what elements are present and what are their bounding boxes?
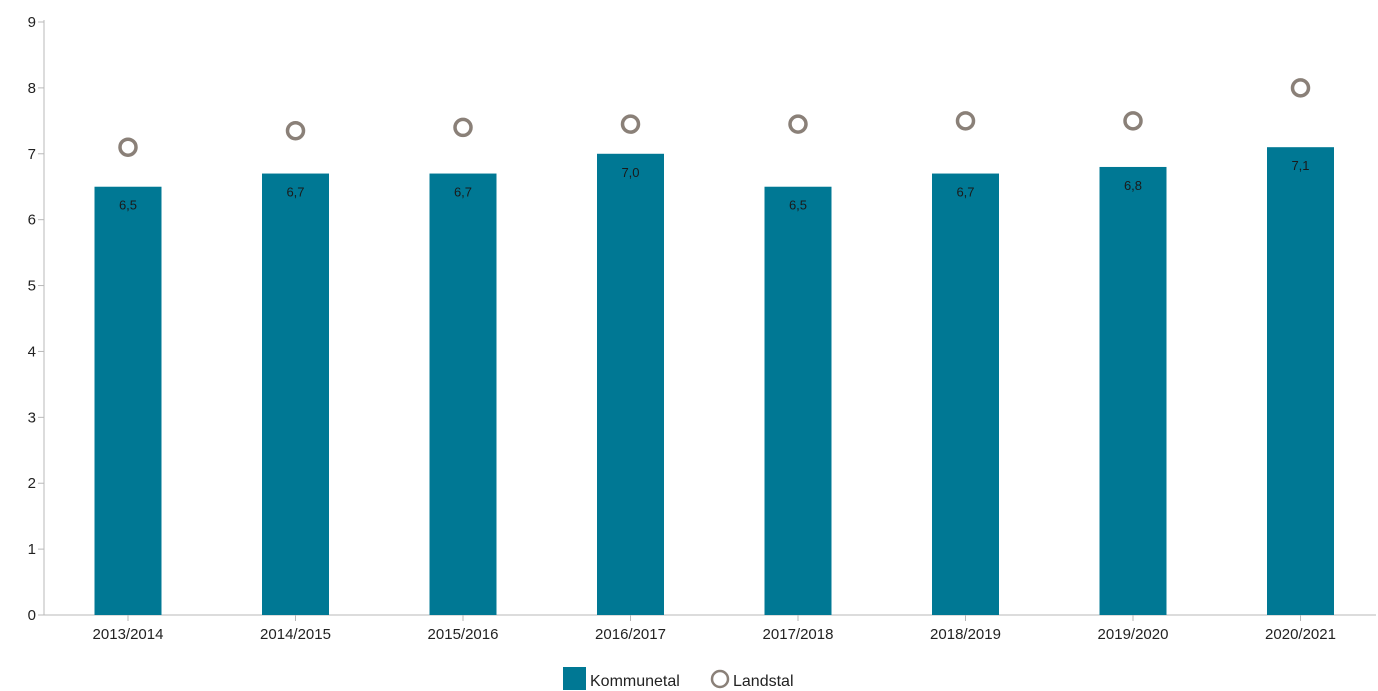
- marker-point: [285, 120, 306, 141]
- y-tick-label: 7: [28, 146, 36, 163]
- bar: [94, 186, 162, 615]
- y-tick-label: 5: [28, 278, 36, 295]
- bar-series: [94, 147, 1334, 616]
- bar-data-label: 6,8: [1124, 178, 1142, 193]
- bar-data-label: 6,5: [789, 198, 807, 213]
- legend: Kommunetal Landstal: [563, 667, 794, 690]
- x-tick-label: 2017/2018: [763, 626, 834, 643]
- bar: [597, 153, 664, 615]
- bar-data-label: 7,1: [1291, 158, 1309, 173]
- legend-label-kommunetal: Kommunetal: [590, 673, 680, 690]
- x-tick-label: 2016/2017: [595, 626, 666, 643]
- bar: [1099, 166, 1167, 615]
- bar: [932, 173, 999, 616]
- marker-series: [118, 78, 1311, 157]
- bar: [262, 173, 329, 616]
- bar-data-label: 7,0: [621, 165, 639, 180]
- legend-label-landstal: Landstal: [733, 673, 794, 690]
- marker-point: [788, 114, 808, 134]
- marker-point: [1290, 78, 1311, 98]
- marker-point: [620, 114, 641, 134]
- bar-data-label: 6,5: [119, 198, 137, 213]
- bar-data-label: 6,7: [286, 185, 304, 200]
- marker-point: [1123, 111, 1143, 131]
- marker-point: [118, 137, 138, 157]
- y-tick-label: 2: [28, 475, 36, 492]
- legend-swatch-landstal: [710, 669, 730, 689]
- y-tick-label: 8: [28, 80, 36, 97]
- x-tick-label: 2020/2021: [1265, 626, 1336, 643]
- y-tick-label: 0: [28, 607, 36, 624]
- y-tick-label: 1: [28, 541, 36, 558]
- bar: [429, 173, 497, 616]
- marker-point: [453, 117, 473, 138]
- y-tick-label: 4: [28, 343, 36, 360]
- y-tick-label: 3: [28, 409, 36, 426]
- bar: [1267, 147, 1334, 615]
- x-tick-label: 2013/2014: [93, 626, 164, 643]
- y-tick-label: 9: [28, 14, 36, 31]
- bar-data-label: 6,7: [956, 185, 974, 200]
- x-tick-label: 2015/2016: [428, 626, 499, 643]
- marker-point: [955, 111, 976, 131]
- x-axis: 2013/2014 2014/2015 2015/2016 2016/2017 2017…: [44, 614, 1376, 643]
- legend-swatch-kommunetal: [563, 667, 586, 690]
- y-axis: 0 1 2 3 4 5 6 7 8 9: [28, 14, 45, 624]
- x-tick-label: 2014/2015: [260, 626, 331, 643]
- y-tick-label: 6: [28, 212, 36, 229]
- bar-data-labels: 6,5 6,7 6,7 7,0 6,5 6,7 6,8 7,1: [119, 158, 1310, 213]
- bar: [764, 186, 832, 615]
- bar-data-label: 6,7: [454, 185, 472, 200]
- x-tick-label: 2018/2019: [930, 626, 1001, 643]
- x-tick-label: 2019/2020: [1098, 626, 1169, 643]
